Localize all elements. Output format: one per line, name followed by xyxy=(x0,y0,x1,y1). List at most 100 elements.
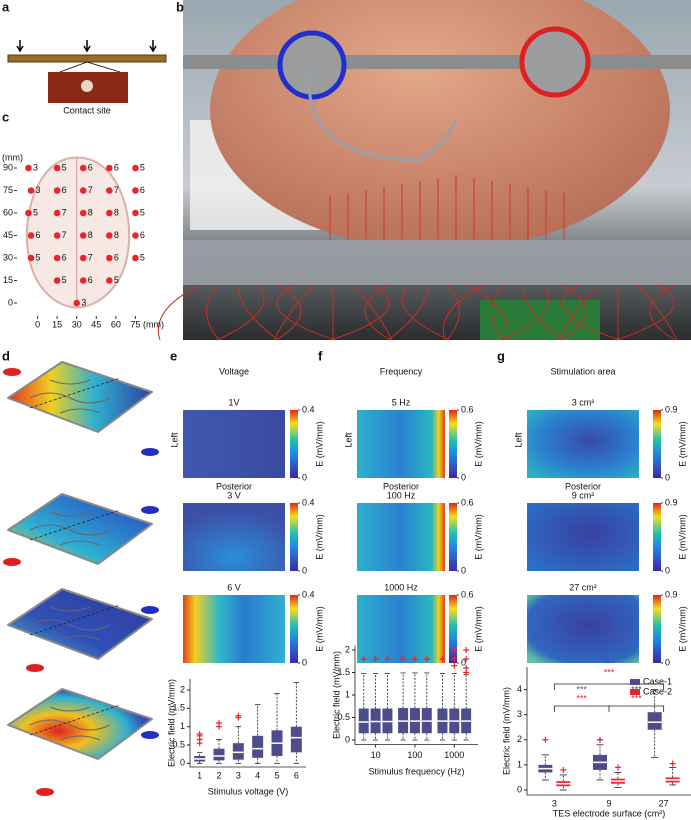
box xyxy=(213,748,225,761)
wire xyxy=(351,284,393,341)
map-title: 6 V xyxy=(227,582,241,592)
colorbar-tick-label: 0 xyxy=(665,472,670,482)
electrode-point xyxy=(132,232,139,239)
panel-label: d xyxy=(2,348,10,363)
wire xyxy=(401,284,450,341)
cable xyxy=(307,69,457,162)
electrode-point xyxy=(27,232,35,239)
map-title: 3 cm² xyxy=(572,397,595,407)
wire xyxy=(216,284,265,341)
brain-map xyxy=(7,361,153,433)
point-label: 6 xyxy=(140,230,145,240)
legend-label: Case-2 xyxy=(643,686,672,696)
colorbar xyxy=(449,503,457,571)
point-label: 5 xyxy=(140,252,145,262)
y-tick-label: 0 xyxy=(8,297,13,307)
point-label: 6 xyxy=(140,185,145,195)
colorbar-tick-label: 0.4 xyxy=(302,589,315,599)
point-label: 6 xyxy=(36,230,41,240)
colorbar-label: E (mV/mm) xyxy=(473,514,483,560)
arrow xyxy=(149,40,157,53)
x-tick-label: 10 xyxy=(371,750,381,760)
plate xyxy=(183,240,691,285)
y-tick-label: 0 xyxy=(517,784,522,794)
brain-map xyxy=(7,493,153,565)
colorbar xyxy=(449,595,457,663)
heatmap xyxy=(527,595,639,663)
colorbar-tick-label: 0 xyxy=(461,472,466,482)
point-label: 8 xyxy=(114,207,119,217)
wire xyxy=(491,284,505,341)
x-tick-label: 75 xyxy=(130,319,140,329)
electrode xyxy=(3,558,21,566)
electrode-point xyxy=(132,209,139,217)
cut-line xyxy=(29,604,121,636)
outlier xyxy=(463,647,470,653)
x-tick-label: 1000 xyxy=(444,750,464,760)
legend-swatch xyxy=(630,679,640,685)
colorbar-label: E (mV/mm) xyxy=(314,514,324,560)
arrow xyxy=(83,40,91,53)
brain-sulci xyxy=(29,606,111,641)
colorbar xyxy=(290,410,298,478)
point-label: 8 xyxy=(114,230,119,240)
panel-label: e xyxy=(170,348,177,363)
heatmap xyxy=(527,503,639,571)
outlier xyxy=(451,656,458,662)
colorbar-label: E (mV/mm) xyxy=(473,606,483,652)
map-title: 3 V xyxy=(227,490,241,500)
x-tick-label: 30 xyxy=(72,319,82,329)
contact-label: Contact site xyxy=(63,105,111,115)
point-label: 7 xyxy=(88,252,93,262)
x-axis-label: TES electrode surface (cm²) xyxy=(553,808,666,818)
colorbar-tick-label: 0.4 xyxy=(302,404,315,414)
electrode-point xyxy=(53,277,61,284)
point-label: 7 xyxy=(62,207,67,217)
y-tick-label: 0 xyxy=(345,734,350,744)
y-tick-label: 2 xyxy=(517,734,522,744)
y-axis-label: Electric field (mV/mm) xyxy=(166,679,176,767)
heatmap xyxy=(357,503,445,571)
x-tick-label: 27 xyxy=(659,798,669,808)
point-label: 6 xyxy=(88,162,93,172)
electrode-point xyxy=(25,164,32,172)
electrode xyxy=(36,788,54,796)
electrode-point xyxy=(106,232,113,239)
x-tick-label: 3 xyxy=(552,798,557,808)
side-label: Left xyxy=(513,432,523,448)
stick xyxy=(7,54,167,63)
map-title: 9 cm² xyxy=(572,490,595,500)
y-tick-label: 0.5 xyxy=(172,739,185,749)
electrode-point xyxy=(79,209,87,217)
panel-label: b xyxy=(176,0,184,14)
y-tick-label: 3 xyxy=(517,709,522,719)
y-tick-label: 1.5 xyxy=(172,703,185,713)
brain-sulci xyxy=(29,379,111,414)
colorbar xyxy=(290,595,298,663)
brain-map xyxy=(7,588,153,660)
y-axis-label: Electric field (mV/mm) xyxy=(331,651,341,739)
annotation: *** xyxy=(604,667,615,677)
electrode xyxy=(141,506,159,514)
y-unit: (mm) xyxy=(2,152,23,162)
electrode-point xyxy=(79,187,87,194)
heatmap xyxy=(527,410,639,478)
panel-title: Voltage xyxy=(219,366,249,376)
map-title: 5 Hz xyxy=(392,397,411,407)
y-tick-label: 1 xyxy=(517,759,522,769)
y-tick-label: 2 xyxy=(345,644,350,654)
colorbar-tick-label: 0 xyxy=(302,565,307,575)
electrode-point xyxy=(106,164,113,172)
y-tick-label: 90 xyxy=(3,162,13,172)
y-axis-label: Electric field (mV/mm) xyxy=(501,687,511,775)
outlier xyxy=(372,656,379,662)
box xyxy=(358,708,369,734)
wire xyxy=(387,284,429,341)
electrode-point xyxy=(132,164,139,172)
outlier xyxy=(439,656,446,662)
colorbar xyxy=(290,503,298,571)
point-label: 7 xyxy=(62,230,67,240)
box xyxy=(647,712,662,730)
side-label: Left xyxy=(169,432,179,448)
wire xyxy=(561,284,621,341)
